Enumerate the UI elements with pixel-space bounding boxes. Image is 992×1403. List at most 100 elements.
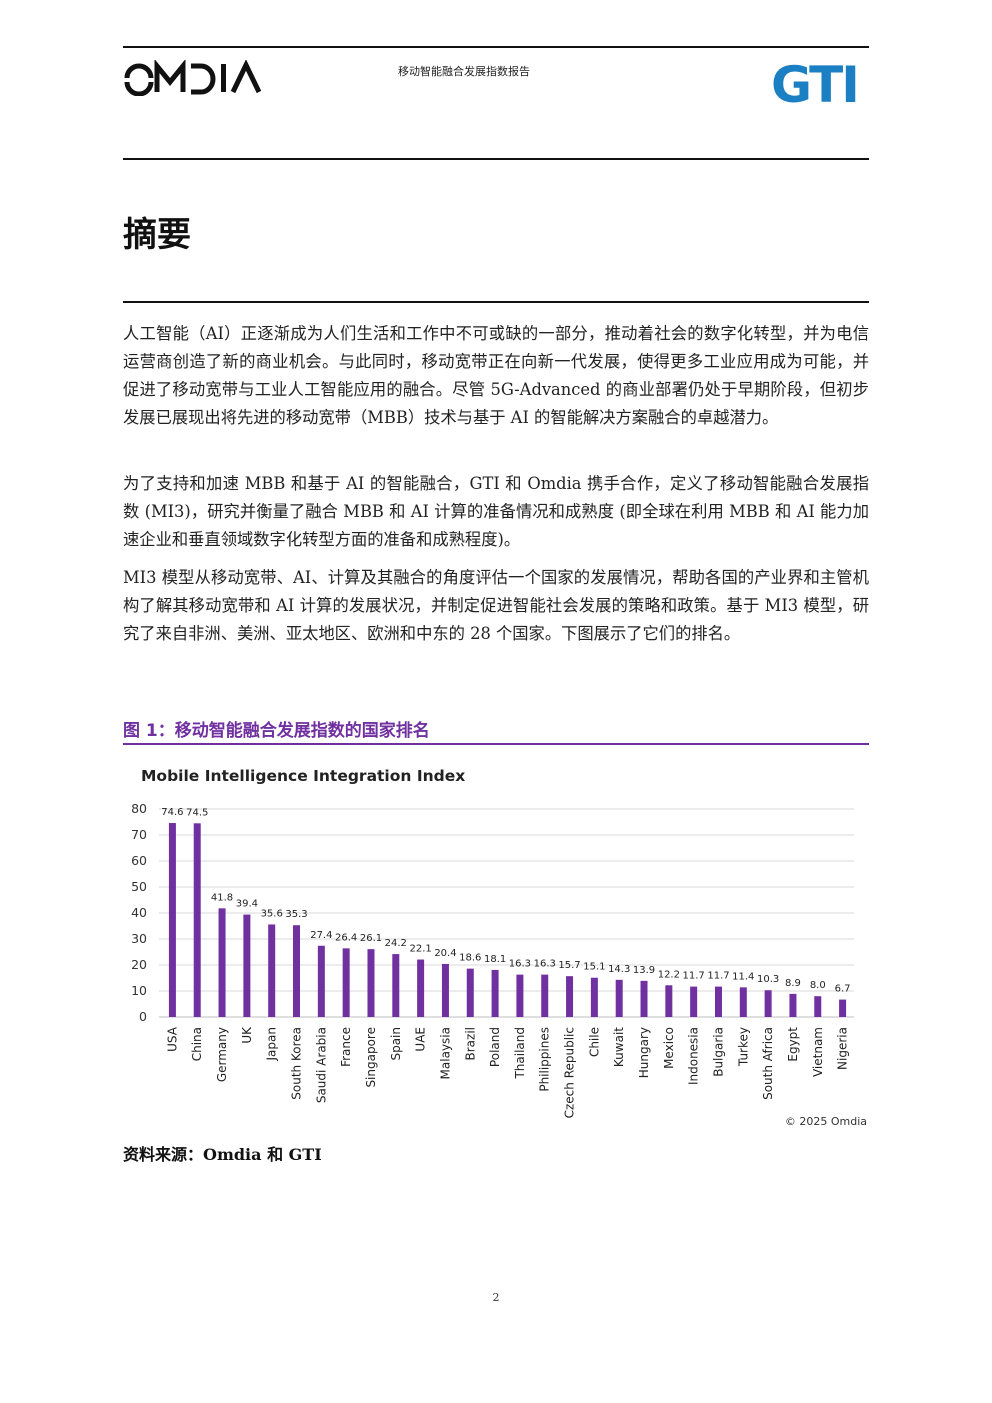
section-rule: [123, 301, 869, 303]
bar: [516, 974, 524, 1017]
x-tick-label: South Africa: [761, 1027, 775, 1100]
bar: [764, 990, 772, 1017]
bar: [317, 945, 325, 1017]
bar-value-label: 74.6: [161, 807, 183, 818]
bar-value-label: 18.1: [484, 954, 506, 965]
bar-value-label: 16.3: [509, 959, 531, 970]
chart-container: Mobile Intelligence Integration Index 0 1…: [123, 755, 869, 1130]
bar-value-label: 8.9: [785, 978, 801, 989]
bar-value-label: 26.4: [335, 932, 357, 943]
bar-value-label: 8.0: [810, 980, 826, 991]
bar-value-label: 20.4: [434, 948, 456, 959]
y-tick-label: 50: [131, 879, 147, 894]
bar: [367, 949, 375, 1017]
bar: [441, 963, 449, 1017]
bar: [218, 908, 226, 1017]
paragraph-3: MI3 模型从移动宽带、AI、计算及其融合的角度评估一个国家的发展情况，帮助各国…: [123, 568, 869, 643]
bar: [714, 986, 722, 1017]
x-tick-label: Philippines: [538, 1027, 552, 1092]
figure-rule: [123, 743, 869, 745]
bar: [814, 996, 822, 1017]
paragraph-2: 为了支持和加速 MBB 和基于 AI 的智能融合，GTI 和 Omdia 携手合…: [123, 474, 869, 549]
bar-value-label: 27.4: [310, 930, 332, 941]
bar-value-label: 13.9: [633, 965, 655, 976]
x-tick-label: Hungary: [637, 1027, 651, 1078]
bar-value-label: 74.5: [186, 807, 208, 818]
x-tick-label: Czech Republic: [563, 1027, 577, 1118]
page-number: 2: [492, 1291, 500, 1304]
report-title: 移动智能融合发展指数报告: [398, 65, 530, 78]
bar-value-label: 12.2: [658, 969, 680, 980]
x-tick-label: Indonesia: [687, 1027, 701, 1085]
bar: [417, 959, 425, 1017]
omdia-logo: [123, 58, 263, 97]
bar-value-label: 11.7: [707, 971, 729, 982]
bar: [789, 993, 797, 1017]
chart-copyright: © 2025 Omdia: [784, 1115, 867, 1128]
y-tick-label: 40: [131, 905, 147, 920]
y-tick-label: 60: [131, 853, 147, 868]
x-tick-label: Poland: [488, 1027, 502, 1067]
x-tick-label: Thailand: [513, 1027, 527, 1080]
x-tick-label: Nigeria: [836, 1027, 850, 1070]
bar-value-label: 26.1: [360, 933, 382, 944]
x-tick-label: Vietnam: [811, 1027, 825, 1077]
y-tick-label: 0: [139, 1009, 147, 1024]
section-title: 摘要: [123, 215, 191, 255]
paragraph-1: 人工智能（AI）正逐渐成为人们生活和工作中不可或缺的一部分，推动着社会的数字化转…: [123, 324, 869, 427]
bar: [466, 968, 474, 1017]
x-tick-label: Kuwait: [612, 1027, 626, 1067]
bar: [590, 977, 598, 1017]
bar: [541, 974, 549, 1017]
bar: [690, 986, 698, 1017]
bar: [839, 999, 847, 1017]
bar-value-label: 11.4: [732, 971, 754, 982]
chart-title: Mobile Intelligence Integration Index: [141, 767, 466, 785]
x-tick-label: Japan: [265, 1027, 279, 1061]
x-tick-label: Egypt: [786, 1027, 800, 1062]
x-tick-label: South Korea: [290, 1027, 304, 1100]
x-tick-label: UK: [240, 1026, 254, 1044]
bar-chart: 0 10 20 30 40 50 60 70 80 74.6 USA 74.5 China 41.8 Ger…: [131, 801, 854, 1118]
figure-caption: 图 1：移动智能融合发展指数的国家排名: [123, 721, 430, 741]
y-tick-label: 70: [131, 827, 147, 842]
x-tick-label: France: [339, 1027, 353, 1067]
header-top-rule: [123, 46, 869, 48]
bar: [268, 924, 276, 1017]
bar: [168, 823, 176, 1017]
bar-value-label: 35.3: [285, 909, 307, 920]
gti-logo: GTI: [771, 56, 860, 114]
bar: [491, 969, 499, 1017]
bar: [342, 948, 350, 1017]
bar-value-label: 35.6: [261, 908, 283, 919]
bar: [665, 985, 673, 1017]
bar: [293, 925, 301, 1017]
x-tick-label: Bulgaria: [711, 1027, 725, 1077]
bar: [615, 979, 623, 1017]
bar: [566, 976, 574, 1017]
x-tick-label: Singapore: [364, 1027, 378, 1088]
bar-value-label: 14.3: [608, 964, 630, 975]
omdia-logo-icon: [124, 58, 262, 97]
bar-value-label: 16.3: [534, 959, 556, 970]
x-tick-label: Mexico: [662, 1027, 676, 1069]
y-tick-label: 80: [131, 801, 147, 816]
figure-source: 资料来源：Omdia 和 GTI: [123, 1145, 322, 1164]
bar-value-label: 15.7: [558, 960, 580, 971]
y-tick-label: 20: [131, 957, 147, 972]
bar-value-label: 10.3: [757, 974, 779, 985]
y-tick-label: 30: [131, 931, 147, 946]
bar: [739, 987, 747, 1017]
x-tick-label: Brazil: [463, 1027, 477, 1061]
bar-value-label: 41.8: [211, 892, 233, 903]
header-bottom-rule: [123, 158, 869, 160]
bar-value-label: 11.7: [683, 971, 705, 982]
x-tick-label: Saudi Arabia: [314, 1027, 328, 1103]
y-tick-label: 10: [131, 983, 147, 998]
x-tick-label: Spain: [389, 1027, 403, 1061]
bar-value-label: 24.2: [385, 938, 407, 949]
bar-value-label: 39.4: [236, 899, 258, 910]
bar-value-label: 6.7: [835, 984, 851, 995]
x-tick-label: Chile: [587, 1027, 601, 1057]
x-tick-label: Turkey: [736, 1027, 750, 1067]
